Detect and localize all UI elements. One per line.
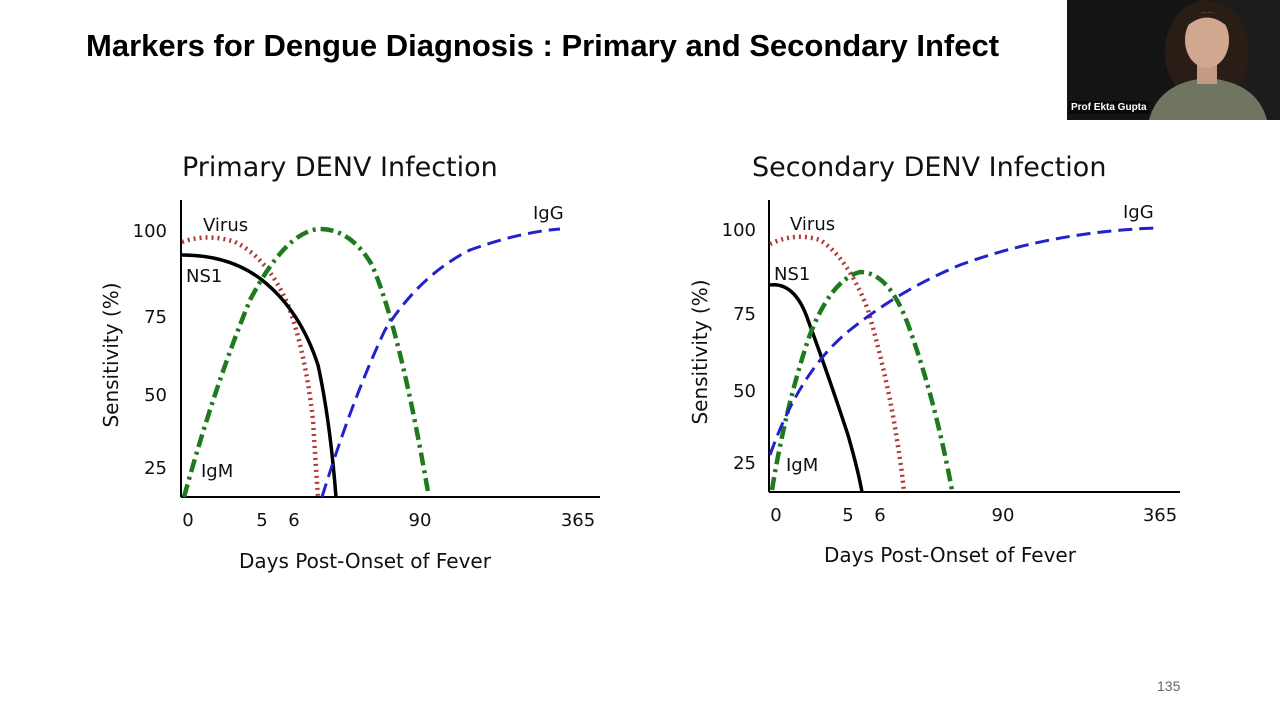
- primary-igg-label: IgG: [533, 203, 564, 224]
- primary-y-tick-25: 25: [144, 458, 167, 479]
- secondary-y-axis-label: Sensitivity (%): [688, 279, 712, 424]
- primary-chart-title: Primary DENV Infection: [182, 152, 498, 183]
- secondary-chart: Secondary DENV Infection 100 75 50 25 0 …: [688, 152, 1180, 567]
- primary-igg-line: [320, 227, 561, 498]
- secondary-x-axis-label: Days Post-Onset of Fever: [824, 543, 1077, 567]
- primary-y-tick-50: 50: [144, 385, 167, 406]
- secondary-y-tick-100: 100: [722, 220, 756, 241]
- primary-ns1-label: NS1: [186, 266, 222, 287]
- secondary-y-tick-75: 75: [733, 304, 756, 325]
- primary-igm-label: IgM: [201, 461, 233, 482]
- secondary-ns1-line: [769, 283, 864, 493]
- secondary-x-tick-0: 0: [770, 505, 781, 526]
- secondary-chart-title: Secondary DENV Infection: [752, 152, 1106, 183]
- participant-name-label: Prof Ekta Gupta: [1069, 101, 1149, 114]
- secondary-igm-line: [769, 269, 955, 491]
- primary-ns1-line: [181, 253, 338, 498]
- secondary-x-tick-6: 6: [874, 505, 885, 526]
- primary-x-tick-6: 6: [288, 510, 299, 531]
- secondary-x-tick-5: 5: [842, 505, 853, 526]
- secondary-igg-line: [768, 226, 1156, 456]
- secondary-y-tick-50: 50: [733, 381, 756, 402]
- secondary-x-tick-90: 90: [992, 505, 1015, 526]
- slide-page-number: 135: [1157, 678, 1181, 694]
- secondary-virus-line: [769, 234, 907, 493]
- secondary-igm-label: IgM: [786, 455, 818, 476]
- secondary-y-tick-25: 25: [733, 453, 756, 474]
- slide-title: Markers for Dengue Diagnosis : Primary a…: [86, 28, 1000, 63]
- secondary-igg-label: IgG: [1123, 202, 1154, 223]
- primary-x-axis-label: Days Post-Onset of Fever: [239, 549, 492, 573]
- participant-video-tile[interactable]: Prof Ekta Gupta: [1067, 0, 1280, 120]
- participant-avatar: [1067, 0, 1280, 120]
- primary-y-tick-100: 100: [133, 221, 167, 242]
- primary-y-tick-75: 75: [144, 307, 167, 328]
- secondary-virus-label: Virus: [790, 214, 835, 235]
- secondary-x-tick-365: 365: [1143, 505, 1177, 526]
- secondary-ns1-label: NS1: [774, 264, 810, 285]
- primary-virus-label: Virus: [203, 215, 248, 236]
- primary-x-tick-365: 365: [561, 510, 595, 531]
- primary-x-tick-0: 0: [182, 510, 193, 531]
- primary-y-axis-label: Sensitivity (%): [99, 282, 123, 427]
- primary-x-tick-5: 5: [256, 510, 267, 531]
- primary-x-tick-90: 90: [409, 510, 432, 531]
- primary-chart: Primary DENV Infection 100 75 50 25 0 5 …: [99, 152, 600, 573]
